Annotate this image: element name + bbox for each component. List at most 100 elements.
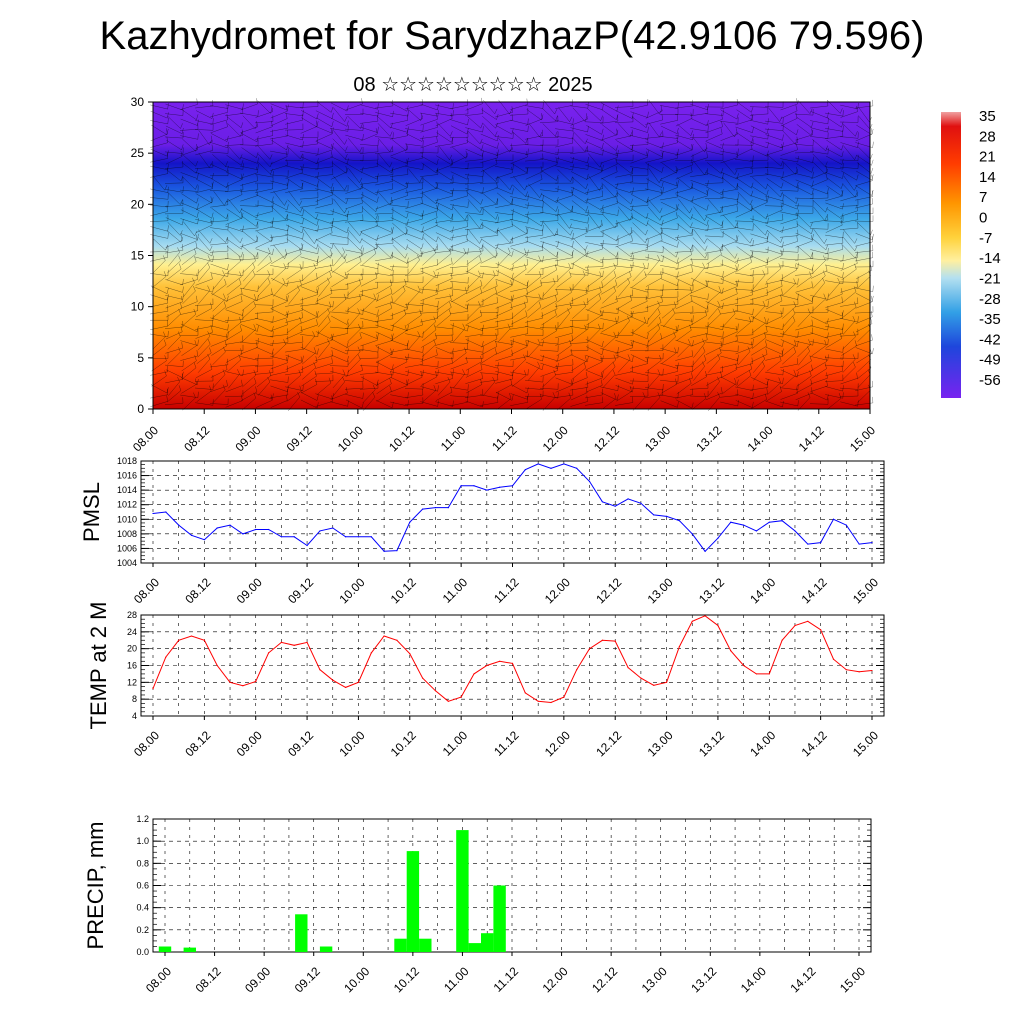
precip-xtick-label: 12.12 [589, 964, 620, 995]
colorbar-label: -35 [979, 311, 1001, 328]
temp-point [370, 652, 372, 654]
heatmap-xtick-label: 08.12 [181, 423, 212, 454]
pmsl-point [460, 485, 462, 487]
temp-point [730, 650, 732, 652]
pmsl-point [640, 502, 642, 504]
temp-point [794, 624, 796, 627]
pmsl-point [344, 536, 347, 538]
temp-point [306, 641, 308, 643]
precip-ytick-label: 1.2 [136, 814, 149, 824]
colorbar-label: -7 [979, 230, 992, 247]
pmsl-xtick-label: 10.00 [336, 575, 367, 606]
precip-xtick-label: 12.00 [540, 964, 571, 995]
colorbar-label: -42 [979, 331, 1001, 348]
precip-xtick-label: 11.12 [491, 964, 522, 995]
pmsl-ytick-label: 1014 [117, 485, 137, 495]
heatmap-ytick-label: 30 [131, 95, 145, 109]
heatmap-xtick-label: 13.12 [693, 423, 724, 454]
temp-point [460, 696, 462, 698]
temp-point [511, 662, 514, 664]
temp-point [152, 688, 154, 690]
pmsl-point [242, 533, 244, 535]
temp-xtick-label: 12.00 [542, 728, 573, 759]
heatmap-ytick-label: 10 [131, 300, 145, 314]
temp-point [255, 680, 257, 683]
precip-panel: 0.0 0.2 0.4 0.6 0.8 1.0 1.2 08.00 08.12 09.00 09.1… [83, 814, 872, 995]
temp-point [190, 635, 193, 637]
temp-xtick-label: 12.12 [593, 728, 624, 759]
pmsl-point [165, 511, 167, 513]
pmsl-panel: 1004 1006 1008 1010 1012 1014 1016 1018 08.00 08.… [79, 456, 885, 606]
temp-point [665, 681, 668, 683]
pmsl-ylabel: PMSL [79, 482, 104, 542]
temp-point [409, 653, 411, 655]
pmsl-point [447, 507, 449, 509]
precip-xtick-label: 11.00 [441, 964, 472, 995]
temp-ytick-label: 28 [127, 610, 137, 620]
pmsl-point [871, 542, 873, 544]
temp-point [396, 639, 398, 641]
heatmap-xtick-label: 13.00 [642, 423, 673, 454]
heatmap-xtick-label: 08.00 [130, 423, 161, 454]
pmsl-ytick-label: 1004 [117, 558, 137, 568]
pmsl-xtick-label: 13.00 [645, 575, 676, 606]
temp-ytick-label: 4 [132, 711, 137, 721]
temp-point [845, 669, 847, 671]
temp-point [820, 629, 822, 631]
precip-ytick-label: 0.2 [136, 925, 149, 935]
pmsl-point [178, 524, 180, 526]
pmsl-point [409, 521, 411, 523]
temp-point [691, 620, 693, 622]
precip-bar [394, 938, 407, 952]
heatmap-xtick-label: 15.00 [847, 423, 878, 454]
heatmap-xtick-label: 14.00 [745, 423, 776, 454]
pmsl-point [383, 550, 385, 552]
temp-point [768, 673, 770, 675]
temp-xtick-label: 08.00 [131, 728, 162, 759]
pmsl-xtick-label: 11.00 [440, 575, 471, 606]
pmsl-point [511, 485, 514, 487]
pmsl-point [370, 536, 372, 538]
temp-xtick-label: 15.00 [850, 728, 881, 759]
pmsl-point [704, 550, 706, 552]
precip-xtick-label: 14.12 [787, 964, 818, 995]
pmsl-point [255, 528, 257, 531]
temp-point [640, 677, 642, 679]
temp-point [550, 701, 552, 704]
colorbar-label: -14 [979, 250, 1001, 267]
precip-xtick-label: 08.00 [143, 964, 174, 995]
precip-bar [295, 914, 308, 952]
pmsl-xtick-label: 14.00 [747, 575, 778, 606]
colorbar-label: 7 [979, 189, 987, 206]
pmsl-point [306, 544, 308, 547]
pmsl-xtick-label: 11.12 [491, 575, 522, 606]
temp-point [165, 656, 167, 658]
pmsl-xtick-label: 10.12 [388, 575, 419, 606]
colorbar-label: 35 [979, 108, 996, 125]
heatmap-xtick-label: 10.00 [335, 423, 366, 454]
pmsl-point [293, 536, 295, 538]
precip-xtick-label: 08.12 [193, 964, 224, 995]
temp-point [344, 686, 347, 688]
pmsl-point [588, 480, 591, 482]
temp-ytick-label: 8 [132, 694, 137, 704]
pmsl-point [730, 521, 732, 523]
temp-point [807, 620, 809, 622]
precip-xtick-label: 10.00 [341, 964, 372, 995]
pmsl-point [743, 524, 745, 526]
temp-xtick-label: 14.12 [799, 728, 830, 759]
pmsl-point [216, 527, 218, 529]
temp-point [614, 640, 616, 642]
colorbar-label: -28 [979, 291, 1001, 308]
heatmap-xtick-label: 10.12 [386, 423, 417, 454]
colorbar [941, 112, 961, 398]
pmsl-point [203, 539, 205, 541]
precip-ytick-label: 0.6 [136, 881, 149, 891]
temp-point [229, 681, 231, 683]
pmsl-point [665, 515, 668, 517]
heatmap-ytick-label: 25 [131, 146, 145, 160]
pmsl-xtick-label: 15.00 [850, 575, 881, 606]
pmsl-point [691, 533, 693, 535]
precip-bar [406, 851, 420, 952]
